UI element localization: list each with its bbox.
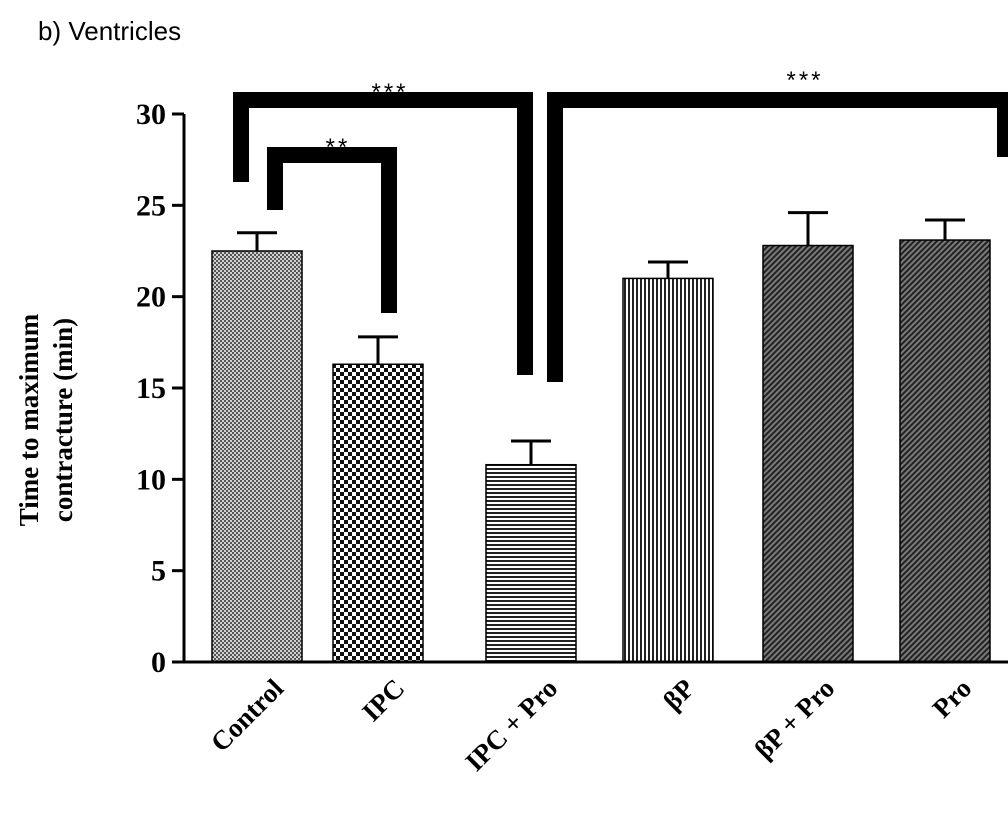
bar-ipc-pro xyxy=(485,463,577,663)
y-tick-label-25: 25 xyxy=(136,189,166,222)
bars-group xyxy=(211,239,991,663)
y-axis-title-line1: Time to maximum xyxy=(14,313,44,526)
y-ticks-group: 0 5 10 15 20 25 30 xyxy=(136,98,184,679)
y-tick-label-10: 10 xyxy=(136,463,166,496)
x-label-ipc-pro: IPC + Pro xyxy=(459,673,563,777)
bar-betap-pro xyxy=(762,244,854,663)
x-label-pro: Pro xyxy=(927,673,978,724)
y-tick-label-15: 15 xyxy=(136,372,166,405)
x-label-betap-pro: βP + Pro xyxy=(749,673,841,765)
y-tick-label-5: 5 xyxy=(151,555,166,588)
y-axis-title: Time to maximum contracture (min) xyxy=(14,313,78,526)
x-label-betap: βP xyxy=(657,673,700,716)
bar-control xyxy=(211,250,303,663)
significance-bracket-1 xyxy=(233,92,533,375)
y-tick-label-20: 20 xyxy=(136,281,166,314)
significance-label-2: ** xyxy=(326,134,351,161)
y-tick-label-0: 0 xyxy=(151,646,166,679)
significance-label-3: *** xyxy=(786,67,823,94)
significance-bracket-2 xyxy=(267,147,397,313)
panel-label: b) Ventricles xyxy=(38,16,181,46)
x-label-control: Control xyxy=(205,673,290,758)
significance-label-1: *** xyxy=(371,79,408,106)
bar-pro xyxy=(899,239,991,663)
y-tick-label-30: 30 xyxy=(136,98,166,131)
error-bars-group xyxy=(237,211,965,465)
bar-ipc xyxy=(332,363,424,663)
axes-group xyxy=(182,114,1008,664)
significance-bracket-3 xyxy=(547,92,1008,382)
bar-betap xyxy=(622,277,714,663)
y-axis-title-line2: contracture (min) xyxy=(48,318,78,522)
x-label-ipc: IPC xyxy=(356,673,410,727)
x-labels-group: Control IPC IPC + Pro βP βP + Pro Pro xyxy=(205,673,978,777)
significance-brackets: ******** xyxy=(233,67,1008,382)
